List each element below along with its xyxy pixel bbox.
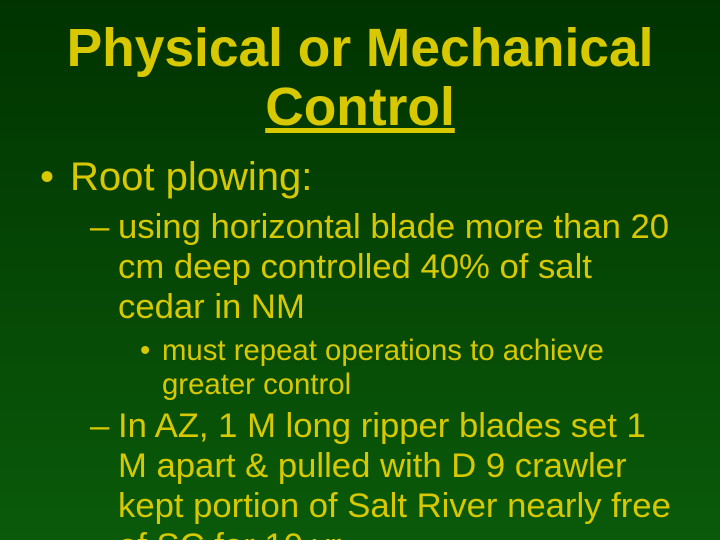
bullet-level2: In AZ, 1 M long ripper blades set 1 M ap… (90, 407, 680, 540)
slide: Physical or Mechanical Control Root plow… (0, 0, 720, 540)
slide-title: Physical or Mechanical Control (40, 20, 680, 137)
title-line-1: Physical or Mechanical (40, 20, 680, 79)
bullet-text: using horizontal blade more than 20 cm d… (118, 208, 669, 326)
bullet-text: Root plowing: (70, 155, 312, 199)
bullet-level3: must repeat operations to achieve greate… (140, 334, 680, 401)
title-line-2: Control (265, 79, 455, 138)
bullet-text: In AZ, 1 M long ripper blades set 1 M ap… (118, 407, 671, 540)
bullet-level1: Root plowing: (40, 155, 680, 200)
bullet-level2: using horizontal blade more than 20 cm d… (90, 208, 680, 328)
bullet-text: must repeat operations to achieve greate… (162, 334, 604, 401)
